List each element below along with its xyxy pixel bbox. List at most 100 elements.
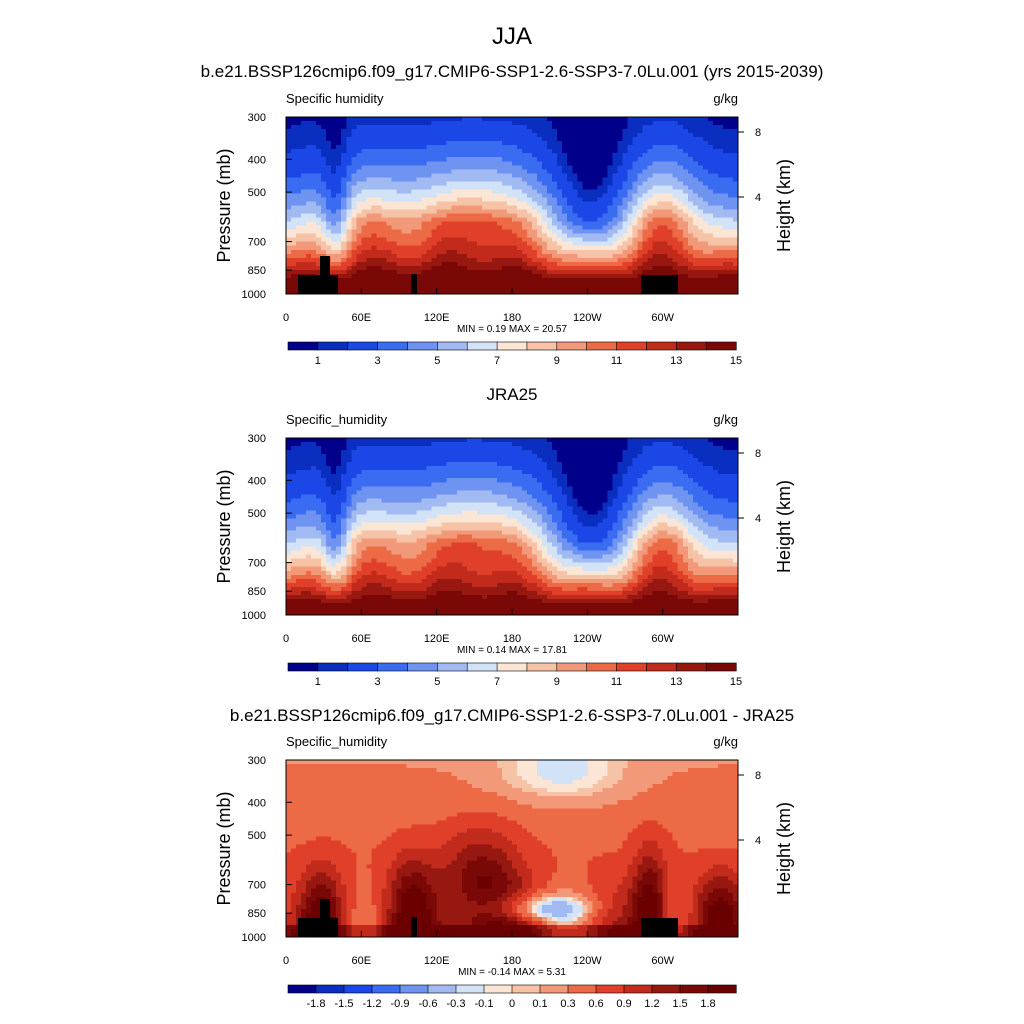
field-cell: [496, 205, 503, 211]
field-cell: [647, 205, 654, 211]
field-cell: [321, 197, 327, 203]
field-cell: [537, 446, 543, 451]
field-cell: [461, 454, 468, 459]
field-cell: [421, 205, 428, 211]
field-cell: [647, 233, 654, 239]
field-cell: [451, 189, 458, 195]
field-cell: [406, 205, 413, 211]
field-cell: [481, 145, 488, 150]
field-cell: [672, 181, 679, 186]
field-cell: [567, 269, 573, 275]
field-cell: [411, 197, 418, 203]
field-cell: [572, 125, 578, 130]
field-cell: [351, 229, 357, 235]
field-cell: [356, 157, 362, 162]
field-cell: [627, 165, 634, 170]
field-cell: [366, 438, 372, 443]
field-cell: [361, 229, 367, 235]
field-cell: [506, 265, 513, 271]
field-cell: [361, 233, 367, 239]
field-cell: [431, 446, 438, 451]
field-cell: [732, 269, 739, 275]
field-cell: [662, 474, 669, 479]
field-cell: [421, 245, 428, 251]
field-cell: [306, 173, 312, 178]
field-cell: [426, 273, 433, 279]
field-cell: [426, 129, 433, 134]
field-cell: [697, 125, 704, 130]
field-cell: [426, 285, 433, 291]
field-cell: [396, 269, 403, 275]
field-cell: [637, 217, 644, 223]
field-cell: [436, 249, 443, 255]
field-cell: [677, 117, 684, 122]
field-cell: [376, 169, 383, 174]
field-cell: [421, 269, 428, 275]
field-cell: [486, 145, 493, 150]
field-cell: [316, 117, 322, 122]
field-cell: [682, 454, 689, 459]
field-cell: [341, 145, 347, 150]
field-cell: [311, 169, 317, 174]
field-cell: [476, 458, 483, 463]
field-cell: [677, 281, 684, 287]
field-cell: [597, 269, 603, 275]
field-cell: [291, 173, 297, 178]
field-cell: [527, 241, 533, 247]
field-cell: [376, 466, 383, 471]
field-cell: [572, 277, 578, 283]
field-cell: [411, 265, 418, 271]
field-cell: [396, 129, 403, 134]
field-cell: [622, 229, 629, 235]
field-cell: [456, 177, 463, 182]
field-cell: [436, 157, 443, 162]
field-cell: [662, 201, 669, 207]
field-cell: [356, 177, 362, 182]
field-cell: [436, 285, 443, 291]
field-cell: [411, 141, 418, 146]
field-cell: [532, 454, 538, 459]
field-cell: [336, 121, 342, 126]
field-cell: [466, 141, 473, 146]
field-cell: [677, 165, 684, 170]
field-cell: [396, 450, 403, 455]
field-cell: [522, 149, 528, 154]
field-cell: [542, 450, 548, 455]
field-cell: [612, 474, 619, 479]
field-cell: [712, 145, 719, 150]
field-cell: [396, 474, 403, 479]
field-cell: [496, 466, 503, 471]
field-cell: [712, 181, 719, 186]
field-cell: [612, 181, 619, 186]
field-cell: [522, 470, 528, 475]
field-cell: [486, 213, 493, 219]
field-cell: [512, 145, 518, 150]
field-cell: [732, 474, 739, 479]
field-cell: [537, 289, 543, 295]
field-cell: [381, 450, 388, 455]
field-cell: [592, 257, 598, 263]
field-cell: [416, 462, 423, 467]
field-cell: [677, 185, 684, 191]
field-cell: [371, 189, 377, 195]
field-cell: [662, 205, 669, 211]
field-cell: [431, 181, 438, 186]
field-cell: [446, 253, 453, 259]
field-cell: [356, 137, 362, 142]
field-cell: [291, 470, 297, 475]
field-cell: [732, 209, 739, 215]
field-cell: [567, 173, 573, 178]
field-cell: [537, 209, 543, 215]
field-cell: [577, 217, 583, 223]
field-cell: [341, 181, 347, 186]
field-cell: [727, 157, 734, 162]
field-cell: [582, 269, 588, 275]
field-cell: [386, 285, 393, 291]
field-cell: [471, 149, 478, 154]
field-cell: [476, 161, 483, 166]
field-cell: [436, 145, 443, 150]
field-cell: [612, 233, 619, 239]
field-cell: [692, 125, 699, 130]
field-cell: [381, 205, 388, 211]
field-cell: [532, 285, 538, 291]
